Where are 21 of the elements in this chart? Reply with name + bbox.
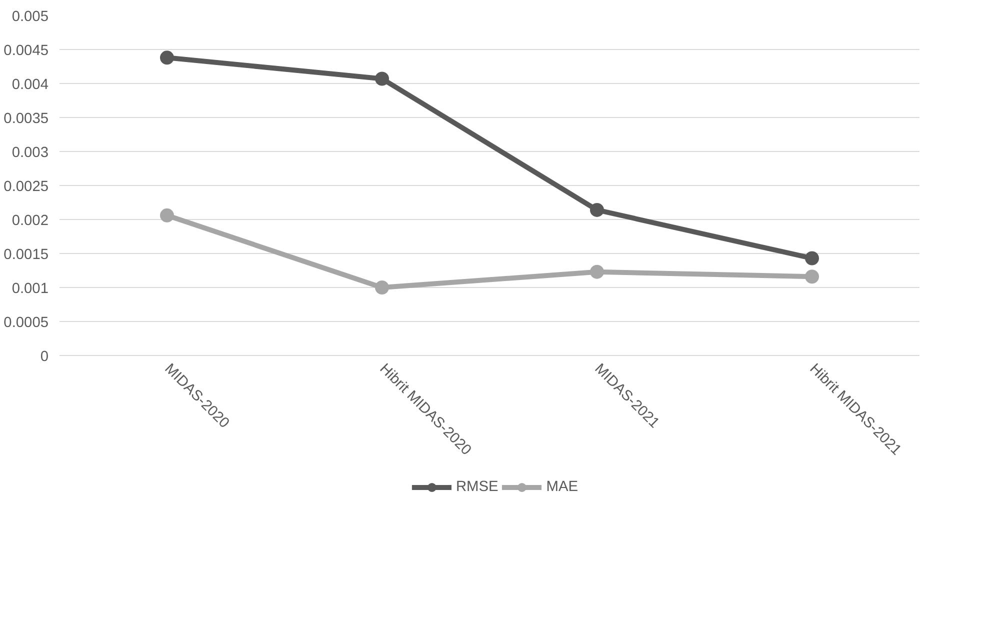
- y-tick-label: 0.0045: [4, 43, 48, 59]
- y-tick-label: 0.004: [12, 77, 49, 93]
- point: [590, 264, 604, 279]
- y-tick-label: 0.002: [12, 213, 49, 229]
- point: [590, 202, 604, 217]
- legend-label: MAE: [546, 479, 578, 495]
- y-tick-label: 0.0025: [4, 179, 48, 195]
- point: [805, 270, 819, 284]
- point: [805, 251, 819, 266]
- y-tick-label: 0.003: [12, 145, 49, 161]
- y-tick-label: 0.0015: [4, 247, 48, 263]
- legend-label: RMSE: [456, 479, 498, 495]
- point: [375, 280, 389, 294]
- point: [160, 50, 174, 65]
- point: [375, 72, 389, 86]
- y-tick-label: 0.0005: [4, 315, 48, 331]
- y-tick-label: 0.001: [12, 281, 49, 297]
- y-tick-label: 0.005: [12, 9, 49, 25]
- y-tick-label: 0: [40, 349, 49, 365]
- y-tick-label: 0.0035: [4, 111, 48, 127]
- point: [160, 208, 174, 222]
